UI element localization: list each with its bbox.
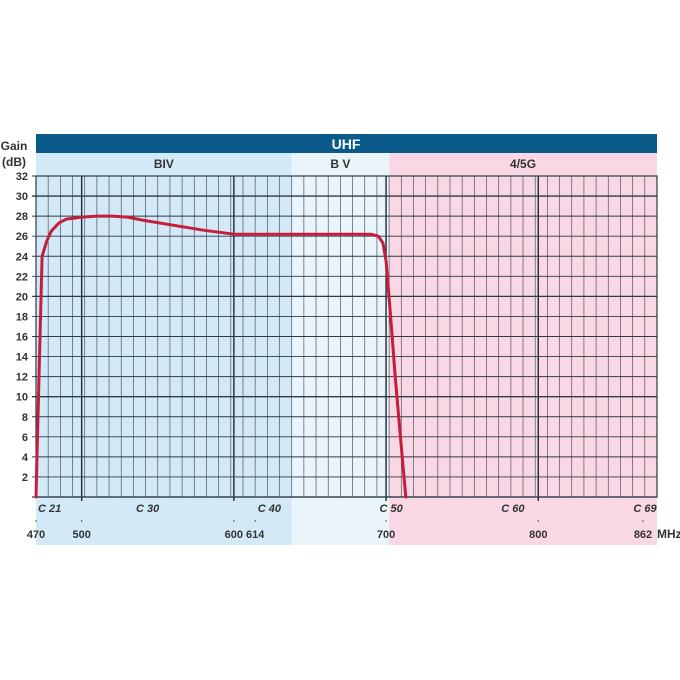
y-axis-label-unit: (dB) (2, 155, 26, 169)
channel-label: C 60 (501, 503, 525, 515)
x-tick-label: 600 (225, 529, 243, 541)
y-axis-label-gain: Gain (1, 139, 28, 153)
y-tick-label: 26 (16, 231, 28, 243)
channel-label: C 30 (136, 503, 160, 515)
y-tick-label: 12 (16, 372, 28, 384)
band-bg-0 (36, 153, 292, 545)
y-tick-label: 8 (22, 412, 28, 424)
band-label: B V (330, 157, 350, 171)
band-backgrounds (36, 153, 657, 545)
x-tick-label: 700 (377, 529, 395, 541)
y-tick-label: 18 (16, 311, 28, 323)
channel-label: C 40 (258, 503, 282, 515)
band-label: BIV (154, 157, 174, 171)
gain-curve (34, 214, 408, 499)
y-tick-label: 30 (16, 191, 28, 203)
y-tick-label: 16 (16, 332, 28, 344)
uhf-header-bar (36, 134, 657, 153)
x-tick-label: 800 (529, 529, 547, 541)
channel-labels: C 21 C 30 C 40 C 50 C 60 C 69 (38, 503, 657, 515)
x-tick-label: 614 (246, 529, 265, 541)
channel-label: C 69 (633, 503, 657, 515)
x-axis-ticks: 470 500 600 614 700 800 862 (27, 520, 652, 541)
x-axis-unit: MHz (657, 527, 680, 541)
y-tick-label: 4 (22, 452, 29, 464)
y-tick-label: 20 (16, 291, 28, 303)
channel-label: C 21 (38, 503, 61, 515)
y-tick-label: 6 (22, 432, 28, 444)
y-tick-label: 32 (16, 171, 28, 183)
x-tick-label: 470 (27, 529, 45, 541)
y-tick-label: 10 (16, 392, 28, 404)
x-tick-label: 500 (72, 529, 90, 541)
y-tick-label: 24 (16, 251, 29, 263)
band-labels: BIV B V 4/5G (154, 157, 536, 171)
y-tick-label: 14 (16, 352, 29, 364)
y-tick-label: 28 (16, 211, 28, 223)
channel-label: C 50 (379, 503, 403, 515)
y-tick-label: 22 (16, 271, 28, 283)
x-tick-label: 862 (634, 529, 652, 541)
y-tick-label: 2 (22, 472, 28, 484)
band-label: 4/5G (510, 157, 536, 171)
chart-grid (32, 175, 658, 501)
uhf-title: UHF (332, 136, 361, 152)
